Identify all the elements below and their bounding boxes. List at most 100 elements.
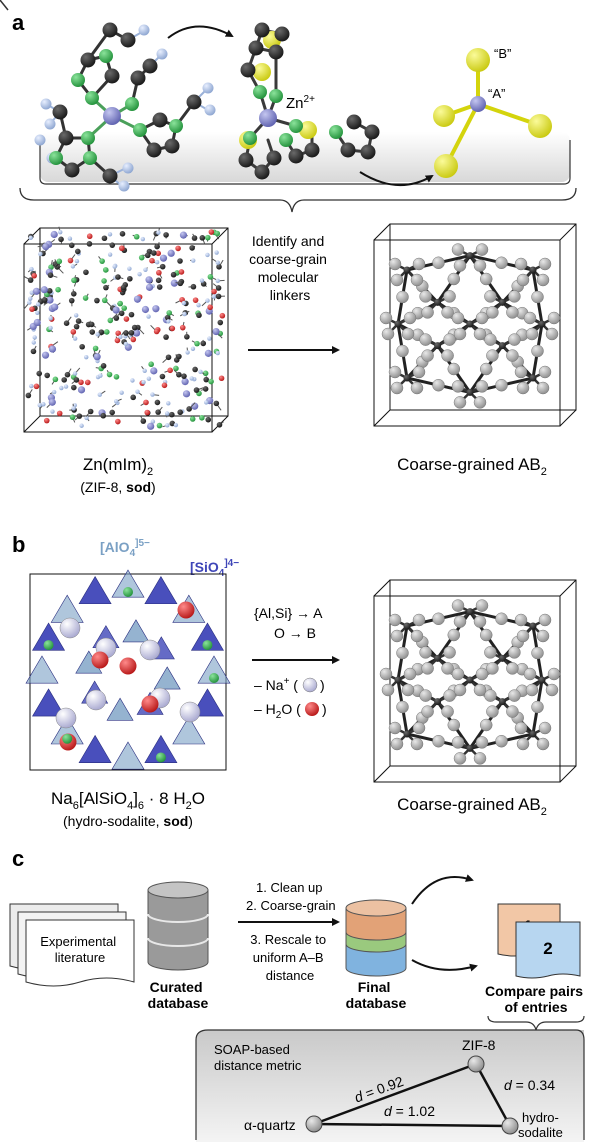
zif-atom [199,415,205,421]
zif-atom [48,316,53,321]
cg-b-atom [475,311,489,325]
zif-atom [147,422,155,430]
zif-atom [211,294,217,299]
zif-atom [97,392,102,397]
tetrahedron [78,575,112,605]
cg-b-atom [547,667,561,681]
cg-b-atom [381,327,395,341]
coarse-grained-crystal-a [373,223,577,427]
zif-atom [176,353,182,360]
zif-atom [106,371,113,378]
cg-b-atom [536,737,550,751]
cg-b-atom [523,311,537,325]
zif-atom [152,305,160,313]
cg-b-atom [447,272,461,286]
cg-b-atom [525,683,539,697]
zif-atom [38,251,43,257]
zif-atom [138,254,145,261]
zif-atom [113,315,120,321]
zif-atom [199,235,206,241]
entry-card-2-number: 2 [543,939,552,958]
zif-atom [103,329,110,335]
zif-atom [84,379,91,386]
panel-b-label: b [12,532,25,557]
zif-atom [52,376,59,383]
zif-atom [42,243,50,251]
zif8-note: (ZIF-8, sod) [80,479,155,495]
zif-atom [218,375,225,382]
cg-b-atom [441,349,454,362]
zif-atom [189,416,196,422]
stripped-linker-molecule [238,22,380,180]
cg-b-atom [486,705,499,718]
zif-atom [119,390,124,395]
cg-a-atom [466,744,474,752]
cg-a-atom [498,342,506,350]
zif-atom [68,297,75,304]
zif-atom [29,306,35,312]
zif-atom [74,248,81,255]
zif-atom [202,370,209,377]
cg-b-atom [473,259,487,272]
cg-b-atom [479,362,493,376]
literature-text: Experimental literature [40,934,120,965]
zif-atom [128,311,135,318]
zif-atom [73,313,79,318]
cg-b-atom [388,721,402,735]
cg-b-atom [479,272,493,286]
water-atom [119,657,137,675]
entry-card-2 [515,921,581,979]
brace [19,187,577,213]
alo4-label: [AlO4]5− [100,538,150,559]
zif-atom [198,369,203,375]
zif-atom [88,321,95,328]
zif-atom [109,409,115,416]
cg-b-atom [531,646,544,660]
cg-b-atom [388,613,402,627]
zif-atom [25,392,32,399]
na-atom [179,701,201,723]
cg-b-atom [495,256,508,270]
zif-atom [73,377,80,383]
coarse-grained-crystal-b [373,579,577,783]
zif-atom [140,418,147,424]
cg-b-atom [412,257,426,271]
zif-atom [118,310,125,317]
distance-triangle [305,1055,519,1135]
literature-papers-icon [9,903,135,987]
zif-atom [164,411,170,416]
zif-atom [107,252,113,257]
cg-b-atom [453,396,467,409]
zif-atom [156,422,163,429]
zif-atom [204,234,211,241]
arrow-to-card-2 [411,959,478,972]
zif-atom [78,379,84,386]
cg-a-atom [394,676,402,684]
cg-b-atom [508,689,521,702]
zif-atom [179,324,186,331]
cg-b-atom [396,344,409,358]
cg-a-atom [434,298,442,306]
cg-b-atom [506,705,519,718]
zif-atom [189,376,194,381]
remove-h2o: – H2O ( [254,701,301,721]
zif-atom [156,284,163,290]
cg-b-atom [475,380,489,393]
zif-atom [47,272,54,278]
zif-atom [167,249,175,257]
remove-na: – Na+ ( [254,676,298,693]
zif-atom [153,328,160,335]
curved-arrow-1 [167,25,234,39]
cg-b-atom [447,362,461,376]
panel-c-label: c [12,846,24,871]
zif-atom [194,340,200,347]
cg-a-atom [394,320,402,328]
zif-atom [107,317,114,324]
final-text: Final database [346,979,407,1011]
zif-atom [95,332,100,337]
cg-a-atom [466,676,474,684]
cg-a-atom [466,320,474,328]
zif-atom [51,303,59,311]
zif-atom [133,329,141,337]
